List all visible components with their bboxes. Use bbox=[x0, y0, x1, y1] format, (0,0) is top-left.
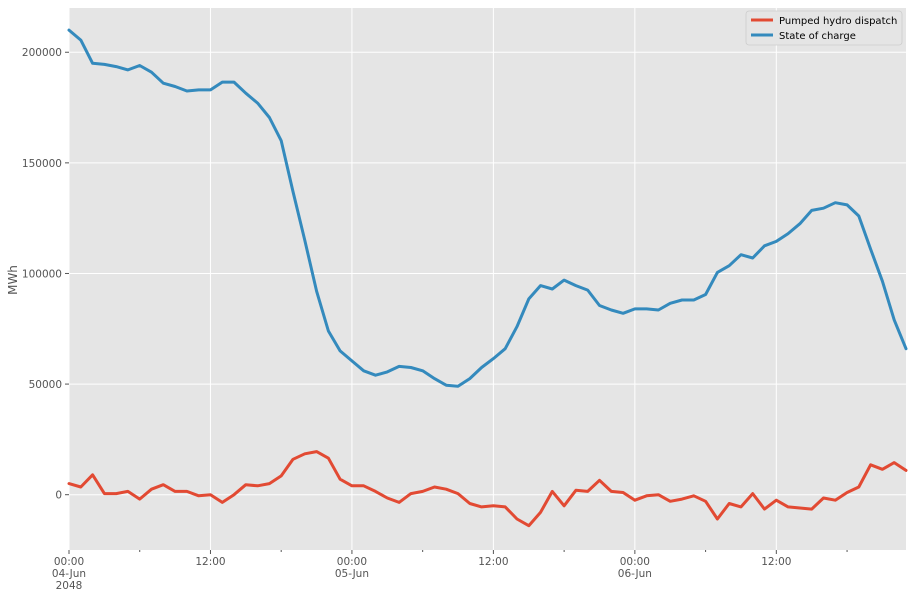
x-tick-label-line: 05-Jun bbox=[335, 568, 369, 580]
x-tick-label-line: 00:00 bbox=[620, 556, 650, 568]
y-axis-title: MWh bbox=[6, 265, 20, 295]
x-tick-label-line: 2048 bbox=[56, 580, 83, 592]
x-tick-label-line: 00:00 bbox=[54, 556, 84, 568]
legend-label: State of charge bbox=[779, 31, 856, 42]
x-tick-label-line: 00:00 bbox=[337, 556, 367, 568]
y-tick-label: 200000 bbox=[22, 47, 62, 59]
x-tick-label-line: 06-Jun bbox=[618, 568, 652, 580]
x-tick-label-line: 12:00 bbox=[195, 556, 225, 568]
legend-label: Pumped hydro dispatch bbox=[779, 16, 897, 27]
x-tick-label: 12:00 bbox=[761, 556, 791, 568]
legend-frame bbox=[745, 10, 903, 46]
plot-background bbox=[69, 8, 906, 550]
y-tick-label: 0 bbox=[55, 490, 62, 502]
x-tick-label: 00:00 06-Jun bbox=[618, 556, 652, 580]
series-line-0 bbox=[67, 450, 908, 528]
y-tick-label: 150000 bbox=[22, 158, 62, 170]
grid bbox=[68, 8, 906, 550]
series-layer bbox=[67, 28, 908, 528]
series-line-1 bbox=[67, 28, 908, 388]
x-tick-label: 12:00 bbox=[195, 556, 225, 568]
x-tick-label-line: 12:00 bbox=[478, 556, 508, 568]
legend: Pumped hydro dispatch State of charge bbox=[745, 10, 903, 46]
x-tick-label: 12:00 bbox=[478, 556, 508, 568]
x-tick-label-line: 12:00 bbox=[761, 556, 791, 568]
x-tick-label: 00:00 04-Jun 2048 bbox=[52, 556, 86, 592]
x-tick-label-line: 04-Jun bbox=[52, 568, 86, 580]
y-tick-label: 50000 bbox=[29, 379, 62, 391]
x-tick-label: 00:00 05-Jun bbox=[335, 556, 369, 580]
y-axis: 0 50000 100000 150000 200000 bbox=[22, 47, 69, 502]
y-tick-label: 100000 bbox=[22, 268, 62, 280]
